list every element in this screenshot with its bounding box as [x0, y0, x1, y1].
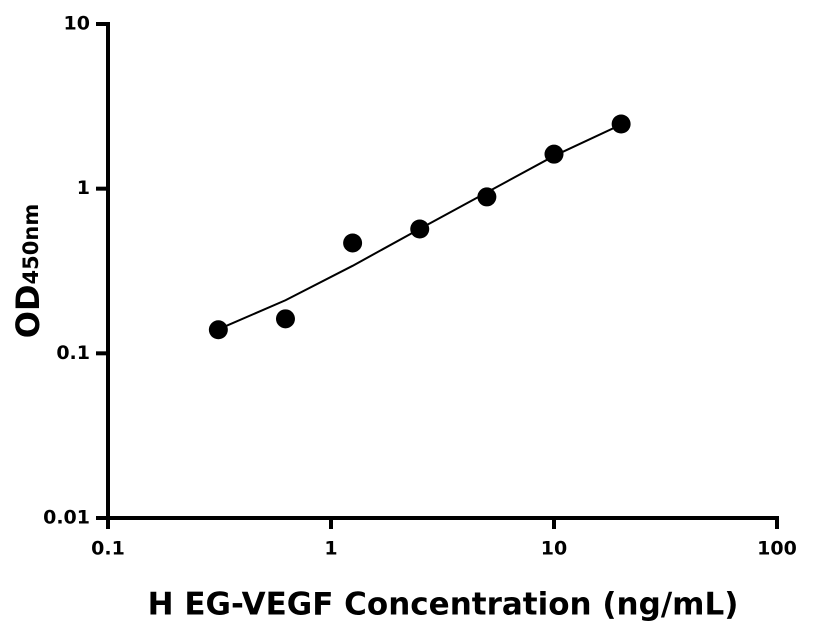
y-tick-label: 0.01: [43, 507, 90, 529]
data-point: [544, 144, 564, 164]
y-axis-label: OD450nm: [9, 204, 47, 338]
y-tick-label: 0.1: [56, 342, 90, 364]
data-point: [343, 233, 363, 253]
fit-curve: [217, 123, 622, 331]
x-tick-label: 10: [541, 538, 567, 560]
y-tick-label: 10: [64, 13, 90, 35]
y-tick-label: 1: [77, 177, 90, 199]
x-axis-label: H EG-VEGF Concentration (ng/mL): [148, 587, 739, 623]
data-point: [611, 114, 631, 134]
x-tick-label: 1: [324, 538, 337, 560]
x-tick-label: 100: [757, 538, 797, 560]
data-point: [275, 309, 295, 329]
y-axis-label-sub: 450nm: [19, 204, 43, 285]
x-tick-label: 0.1: [91, 538, 125, 560]
y-axis-label-main: OD: [9, 284, 47, 338]
data-point: [208, 320, 228, 340]
data-point: [477, 187, 497, 207]
